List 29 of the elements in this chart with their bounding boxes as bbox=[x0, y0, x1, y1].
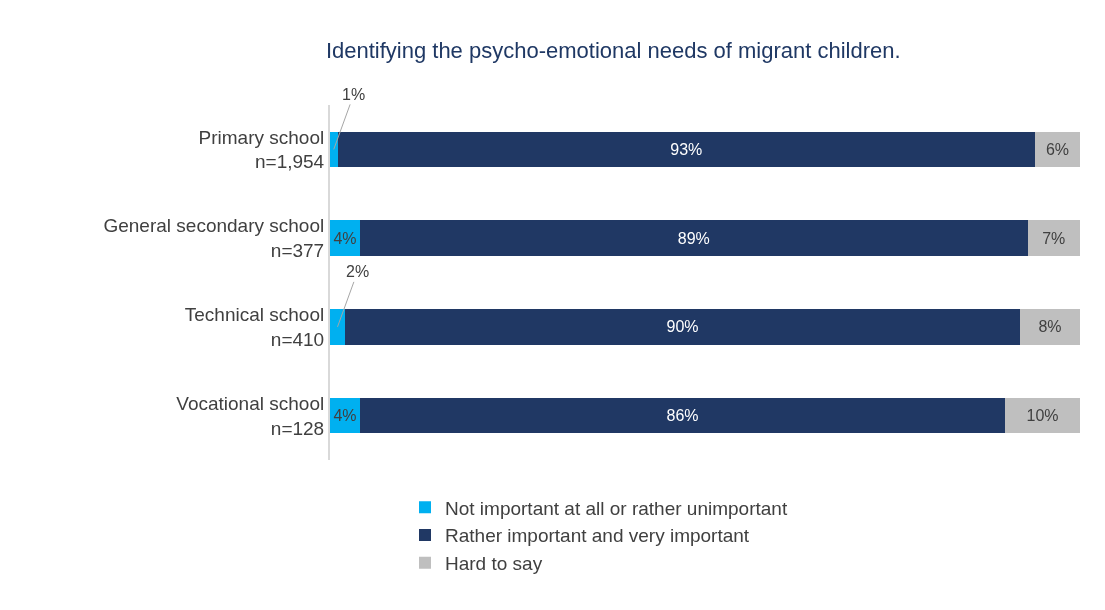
y-tick-label: Technical school n=410 bbox=[184, 304, 325, 350]
y-tick-label: Vocational school n=128 bbox=[176, 392, 325, 439]
data-label: 89% bbox=[677, 229, 710, 247]
bar bbox=[1020, 309, 1080, 345]
legend-label: Not important at all or rather unimportant bbox=[445, 497, 788, 519]
legend-label: Hard to say bbox=[445, 553, 543, 575]
bar bbox=[337, 131, 1035, 168]
data-label: 4% bbox=[333, 407, 357, 425]
data-label: 90% bbox=[666, 318, 699, 336]
legend-label: Rather important and very important bbox=[445, 525, 750, 547]
data-label: 4% bbox=[333, 229, 357, 247]
bar bbox=[330, 131, 338, 168]
y-tick-label: General secondary school n=377 bbox=[103, 215, 325, 262]
chart-title: Identifying the psycho-emotional needs of migrant children. bbox=[325, 38, 901, 64]
bar bbox=[345, 309, 1020, 345]
data-label: 86% bbox=[666, 407, 699, 425]
data-label: 2% bbox=[346, 263, 370, 280]
y-tick-label: Primary school n=1,954 bbox=[198, 126, 325, 173]
bar bbox=[1005, 397, 1080, 434]
bar bbox=[360, 397, 1005, 434]
data-label: 10% bbox=[1026, 407, 1059, 425]
data-label: 6% bbox=[1045, 140, 1070, 158]
data-label: 1% bbox=[342, 86, 366, 103]
bar bbox=[1027, 220, 1080, 256]
bar bbox=[330, 309, 345, 345]
data-label: 7% bbox=[1042, 229, 1066, 247]
data-label: 93% bbox=[670, 140, 703, 158]
data-label: 8% bbox=[1038, 318, 1062, 336]
bar bbox=[360, 220, 1028, 256]
